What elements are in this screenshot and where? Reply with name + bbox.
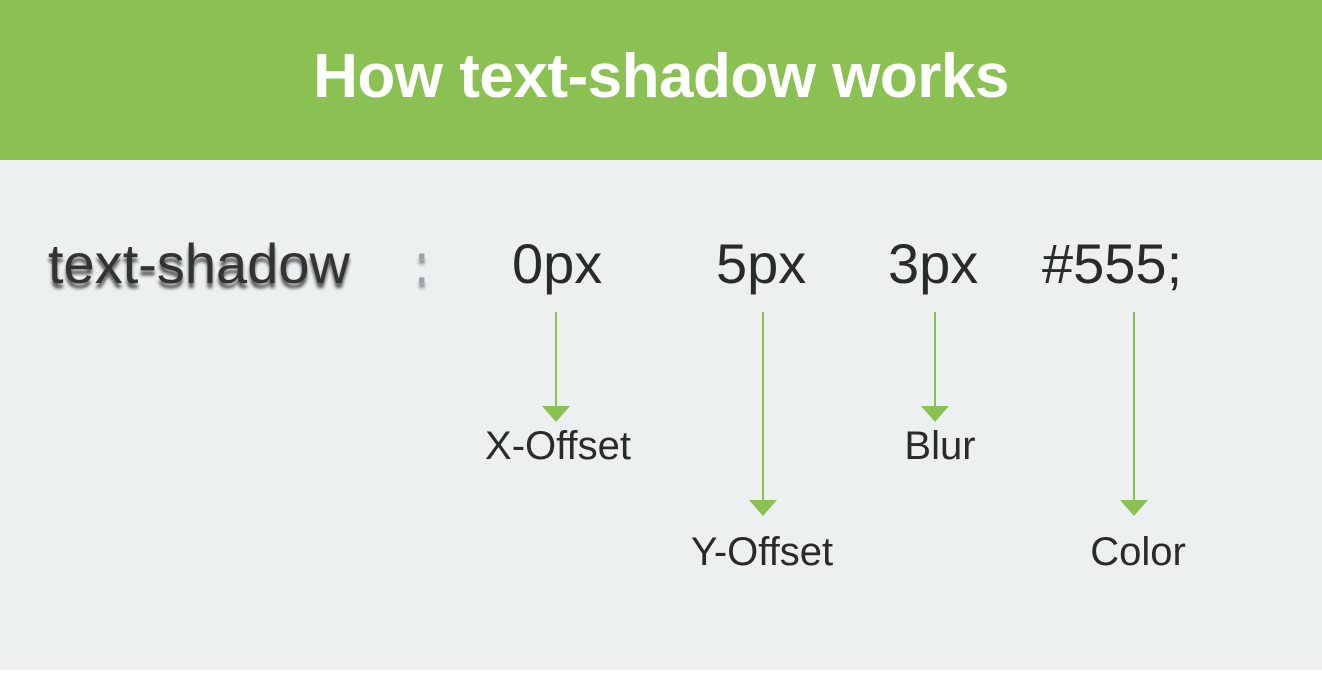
blur-arrow-icon <box>921 312 949 422</box>
x-offset-arrow-icon <box>542 312 570 422</box>
diagram-body <box>0 160 1322 670</box>
y-offset-value: 5px <box>716 232 807 295</box>
header-banner: How text-shadow works <box>0 0 1322 160</box>
blur-value: 3px <box>888 232 979 295</box>
y-offset-arrow-icon <box>749 312 777 516</box>
property-name: text-shadow <box>48 232 350 295</box>
blur-label: Blur <box>904 424 976 468</box>
property-colon: : <box>414 232 430 295</box>
x-offset-label: X-Offset <box>485 424 631 468</box>
x-offset-value: 0px <box>512 232 603 295</box>
color-arrow-icon <box>1120 312 1148 516</box>
y-offset-label: Y-Offset <box>690 530 834 574</box>
color-label: Color <box>1090 530 1186 574</box>
bottom-border <box>0 670 1322 676</box>
color-value: #555; <box>1042 232 1183 295</box>
page-title: How text-shadow works <box>313 41 1009 111</box>
